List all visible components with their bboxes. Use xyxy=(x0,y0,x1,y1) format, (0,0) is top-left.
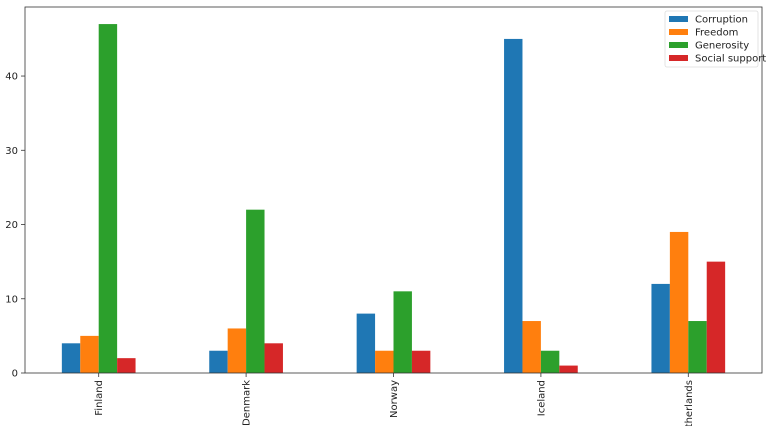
legend-label: Social support xyxy=(695,54,766,65)
legend-swatch xyxy=(669,16,688,22)
legend-label: Freedom xyxy=(695,28,738,39)
y-tick-label: 0 xyxy=(12,369,18,380)
bar-generosity-iceland xyxy=(540,350,560,373)
bar-corruption-denmark xyxy=(209,350,228,373)
y-tick-label: 40 xyxy=(5,72,18,83)
bar-social-support-norway xyxy=(411,350,431,373)
y-tick-label: 20 xyxy=(5,220,18,231)
bar-generosity-denmark xyxy=(246,209,265,373)
x-tick-label: Netherlands xyxy=(684,380,695,426)
legend-label: Generosity xyxy=(695,41,749,52)
bar-corruption-iceland xyxy=(504,38,523,374)
legend-swatch xyxy=(669,29,688,35)
y-tick-label: 30 xyxy=(5,146,18,157)
bar-generosity-finland xyxy=(98,24,118,374)
legend xyxy=(664,10,759,68)
bar-social-support-denmark xyxy=(264,343,283,373)
legend-swatch xyxy=(669,42,688,48)
bar-social-support-netherlands xyxy=(706,261,726,373)
bar-freedom-denmark xyxy=(227,328,247,373)
legend-label: Corruption xyxy=(695,15,748,26)
bar-social-support-iceland xyxy=(559,365,578,373)
x-tick-label: Iceland xyxy=(536,380,547,416)
bar-corruption-finland xyxy=(61,343,81,373)
plot-frame xyxy=(24,6,763,374)
y-tick-label: 10 xyxy=(5,294,18,305)
x-tick-label: Denmark xyxy=(242,380,253,426)
bar-generosity-norway xyxy=(393,291,412,373)
bar-corruption-norway xyxy=(356,313,376,373)
bar-freedom-netherlands xyxy=(669,231,689,373)
bar-freedom-iceland xyxy=(522,321,541,373)
bar-freedom-norway xyxy=(375,350,394,373)
bar-generosity-netherlands xyxy=(688,321,707,373)
x-tick-label: Norway xyxy=(389,380,400,418)
bar-corruption-netherlands xyxy=(651,283,670,373)
x-tick-label: Finland xyxy=(94,380,105,416)
bar-social-support-finland xyxy=(117,358,136,373)
bar-freedom-finland xyxy=(80,335,99,373)
legend-swatch xyxy=(669,55,688,61)
